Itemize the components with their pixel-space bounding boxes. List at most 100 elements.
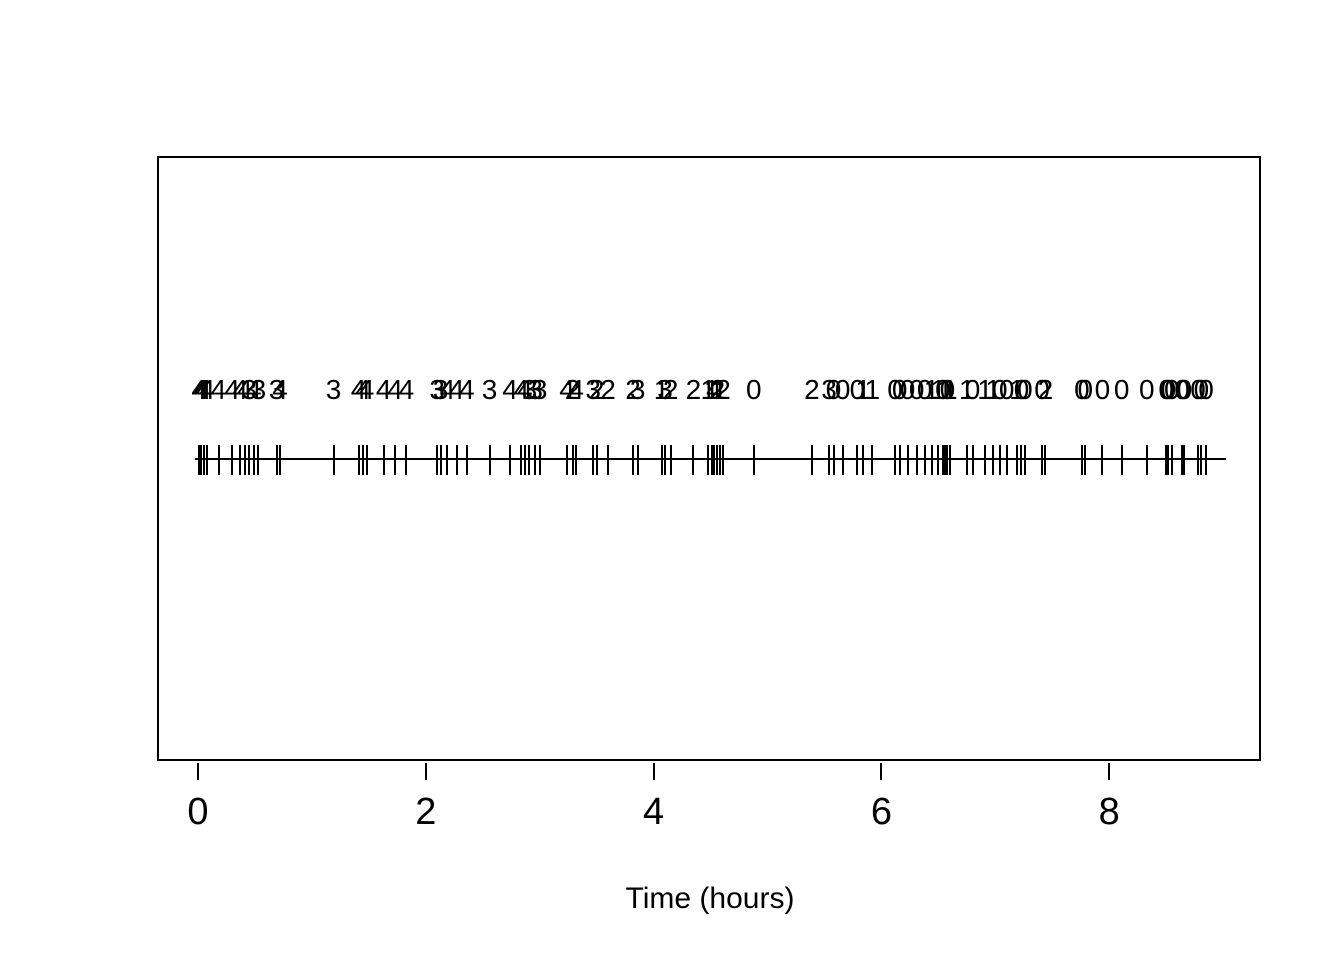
x-axis-title: Time (hours) bbox=[625, 882, 795, 915]
event-mark-label: 0 bbox=[849, 374, 866, 405]
event-mark-label: 0 bbox=[1034, 374, 1050, 405]
event-rug-tick bbox=[862, 445, 865, 475]
event-rug-tick bbox=[946, 445, 949, 475]
event-rug-tick bbox=[405, 445, 408, 475]
event-rug-tick bbox=[632, 445, 635, 475]
event-mark-label: 2 bbox=[685, 374, 702, 405]
event-rug-tick bbox=[636, 445, 639, 475]
event-mark-label: 3 bbox=[521, 374, 538, 405]
event-rug-tick bbox=[669, 445, 672, 475]
event-mark-label: 1 bbox=[1009, 374, 1025, 405]
event-rug-tick bbox=[279, 445, 281, 475]
event-rug-tick bbox=[810, 445, 813, 475]
event-mark-label: 4 bbox=[272, 374, 288, 405]
event-rug-tick bbox=[1040, 445, 1043, 475]
event-mark-label: 3 bbox=[585, 374, 602, 405]
event-rug-tick bbox=[856, 445, 859, 475]
x-axis-tick-label: 2 bbox=[415, 791, 437, 833]
event-rug-tick bbox=[1205, 445, 1207, 475]
event-rug-tick bbox=[710, 445, 713, 475]
event-rug-tick bbox=[944, 445, 947, 475]
event-mark-label: 4 bbox=[210, 374, 227, 405]
x-axis-tick bbox=[424, 763, 427, 780]
event-rug-tick bbox=[832, 445, 835, 475]
event-mark-label: 0 bbox=[1013, 374, 1030, 405]
event-rug-tick bbox=[439, 445, 442, 475]
event-rug-tick bbox=[243, 445, 246, 475]
event-mark-label: 0 bbox=[1017, 374, 1033, 405]
event-mark-label: 1 bbox=[985, 374, 1001, 405]
event-rug-tick bbox=[937, 445, 940, 475]
event-rug-tick bbox=[841, 445, 844, 475]
event-mark-label: 2 bbox=[564, 374, 581, 405]
event-rug-tick bbox=[1120, 445, 1123, 475]
event-rug-tick bbox=[257, 445, 260, 475]
event-rug-tick bbox=[828, 445, 830, 475]
x-axis-tick-label: 6 bbox=[870, 791, 892, 833]
event-mark-label: 3 bbox=[657, 374, 673, 405]
event-mark-label: 4 bbox=[199, 374, 215, 405]
x-axis-tick bbox=[652, 763, 655, 780]
event-mark-label: 4 bbox=[559, 374, 575, 405]
rug-baseline bbox=[195, 458, 1227, 460]
event-rug-tick bbox=[365, 445, 368, 475]
event-rug-tick bbox=[1183, 445, 1186, 475]
event-rug-tick bbox=[202, 445, 205, 475]
event-mark-label: 1 bbox=[711, 374, 728, 405]
event-rug-tick bbox=[1023, 445, 1026, 475]
event-rug-tick bbox=[382, 445, 385, 475]
event-rug-tick bbox=[357, 445, 360, 475]
event-mark-label: 4 bbox=[448, 374, 465, 405]
event-mark-label: 1 bbox=[703, 374, 720, 405]
event-mark-label: 0 bbox=[992, 374, 1008, 405]
event-mark-label: 3 bbox=[268, 374, 285, 405]
event-mark-label: 2 bbox=[600, 374, 616, 405]
event-rug-tick bbox=[871, 445, 874, 475]
event-mark-label: 0 bbox=[1158, 374, 1174, 405]
event-mark-label: 4 bbox=[246, 374, 262, 405]
event-rug-tick bbox=[998, 445, 1001, 475]
event-rug-tick bbox=[1181, 445, 1184, 475]
event-mark-label: 3 bbox=[531, 374, 548, 405]
event-mark-label: 4 bbox=[513, 374, 530, 405]
event-mark-label: 2 bbox=[588, 374, 605, 405]
event-rug-tick bbox=[523, 445, 526, 475]
event-mark-label: 0 bbox=[899, 374, 916, 405]
event-mark-label: 0 bbox=[825, 374, 842, 405]
event-mark-label: 4 bbox=[398, 374, 415, 405]
event-rug-tick bbox=[965, 445, 968, 475]
event-mark-label: 4 bbox=[236, 374, 253, 405]
event-mark-label: 4 bbox=[706, 374, 722, 405]
event-mark-label: 3 bbox=[432, 374, 449, 405]
event-rug-tick bbox=[1084, 445, 1087, 475]
event-rug-tick bbox=[971, 445, 974, 475]
event-mark-label: 4 bbox=[502, 374, 518, 405]
event-rug-tick bbox=[906, 445, 909, 475]
event-rug-tick bbox=[362, 445, 365, 475]
event-mark-label: 1 bbox=[977, 374, 993, 405]
event-mark-label: 3 bbox=[241, 374, 258, 405]
event-rug-tick bbox=[716, 445, 719, 475]
event-rug-tick bbox=[894, 445, 897, 475]
x-axis-tick bbox=[880, 763, 883, 780]
event-rug-tick bbox=[488, 445, 491, 475]
event-mark-label: 4 bbox=[232, 374, 248, 405]
event-mark-label: 4 bbox=[195, 374, 212, 405]
event-mark-label: 0 bbox=[887, 374, 903, 405]
x-axis-tick-label: 0 bbox=[187, 791, 209, 833]
event-mark-label: 0 bbox=[746, 374, 762, 405]
event-rug-tick bbox=[465, 445, 468, 475]
event-mark-label: 0 bbox=[939, 374, 956, 405]
event-mark-label: 0 bbox=[1174, 374, 1190, 405]
event-rug-tick bbox=[436, 445, 439, 475]
event-rug-tick bbox=[1145, 445, 1148, 475]
event-rug-tick bbox=[571, 445, 574, 475]
event-rug-tick bbox=[332, 445, 335, 475]
event-rug-tick bbox=[595, 445, 598, 475]
event-mark-label: 0 bbox=[1138, 374, 1155, 405]
event-rug-tick bbox=[1015, 445, 1018, 475]
event-mark-label: 0 bbox=[998, 374, 1015, 405]
event-rug-tick bbox=[712, 445, 715, 475]
event-rug-tick bbox=[992, 445, 995, 475]
